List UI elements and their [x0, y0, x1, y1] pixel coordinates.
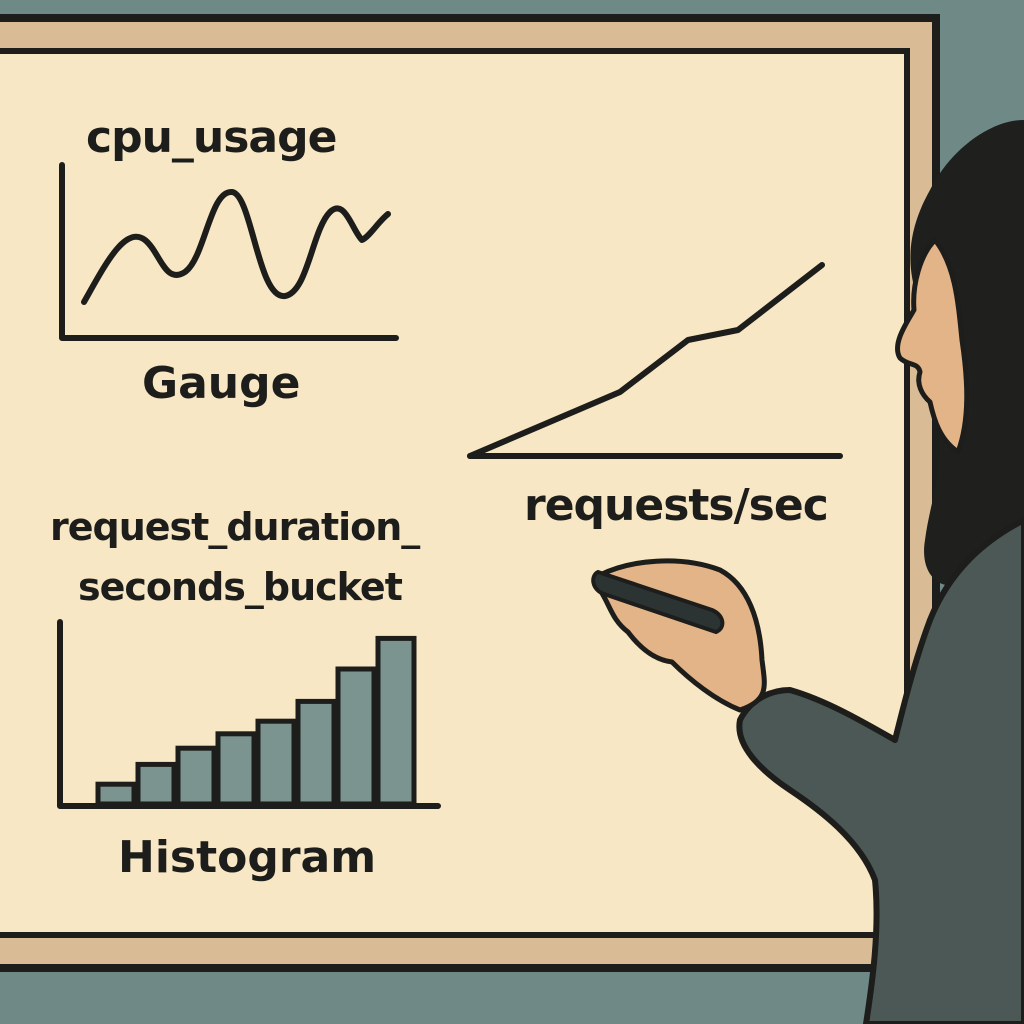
histogram-bar — [295, 698, 337, 807]
histogram-bar — [175, 745, 217, 807]
counter-chart — [467, 262, 843, 459]
person-figure — [591, 120, 1024, 1024]
histogram-bar — [135, 761, 177, 807]
person-face — [895, 237, 970, 455]
histogram-bars — [95, 635, 417, 807]
histogram-axes — [57, 619, 441, 809]
gauge-caption: Gauge — [142, 358, 301, 409]
person-hoodie — [736, 517, 1024, 1024]
counter-rate-line — [467, 262, 825, 459]
histogram-bar — [215, 731, 257, 807]
histogram-caption: Histogram — [118, 832, 377, 883]
histogram-bar — [95, 781, 137, 807]
gauge-chart — [59, 162, 399, 341]
histogram-metric-name-line1: request_duration_ — [50, 505, 420, 549]
counter-caption: requests/sec — [524, 480, 829, 531]
histogram-metric-name-line2: seconds_bucket — [78, 565, 403, 609]
histogram-chart — [57, 619, 441, 809]
histogram-bar — [255, 718, 297, 807]
gauge-metric-name: cpu_usage — [86, 112, 337, 163]
gauge-wave-line — [81, 189, 391, 305]
gauge-y-axis — [59, 162, 399, 341]
histogram-bar — [375, 635, 417, 807]
person-hair — [910, 120, 1024, 590]
marker-pen — [591, 569, 725, 635]
histogram-bar — [335, 666, 377, 807]
